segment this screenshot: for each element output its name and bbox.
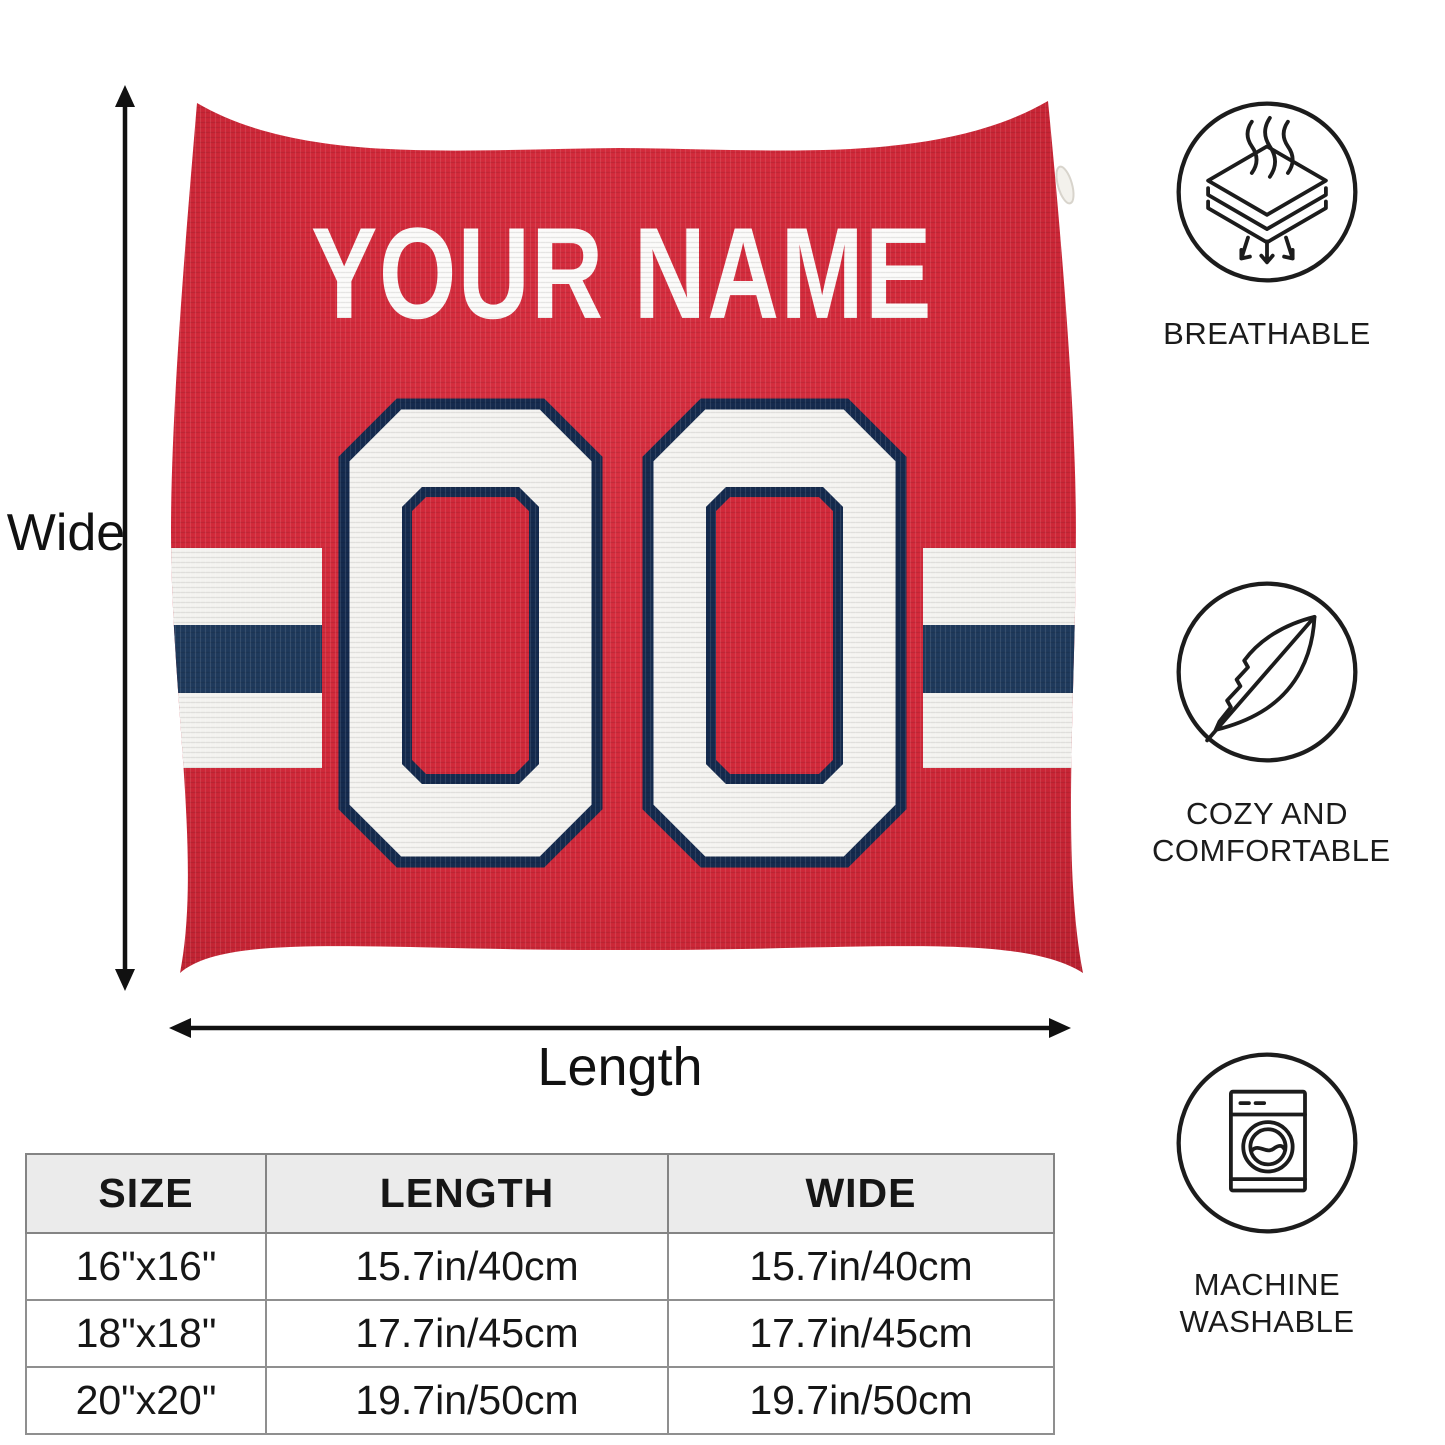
feature-machine-washable: MACHINE WASHABLE	[1152, 1048, 1382, 1340]
cell-wide: 15.7in/40cm	[667, 1232, 1055, 1301]
col-header-wide: WIDE	[667, 1153, 1055, 1234]
wide-dimension-arrow	[115, 85, 135, 991]
table-row: 16"x16" 15.7in/40cm 15.7in/40cm	[25, 1232, 1055, 1301]
cell-wide: 17.7in/45cm	[667, 1299, 1055, 1368]
feather-icon	[1176, 581, 1358, 763]
table-row: 20"x20" 19.7in/50cm 19.7in/50cm	[25, 1366, 1055, 1435]
feature-label-line2: WASHABLE	[1179, 1304, 1355, 1339]
cell-size: 18"x18"	[25, 1299, 267, 1368]
size-chart-header-row: SIZE LENGTH WIDE	[25, 1153, 1055, 1234]
zipper-pull	[1055, 165, 1075, 205]
col-header-size: SIZE	[25, 1153, 267, 1234]
cell-length: 15.7in/40cm	[265, 1232, 669, 1301]
feature-cozy-comfortable: COZY AND COMFORTABLE	[1152, 577, 1390, 869]
cell-size: 20"x20"	[25, 1366, 267, 1435]
feature-breathable: BREATHABLE	[1152, 97, 1382, 352]
cell-length: 19.7in/50cm	[265, 1366, 669, 1435]
length-dimension-arrow	[169, 1018, 1071, 1038]
jersey-number-value: 00	[1090, 85, 1091, 86]
feature-label: BREATHABLE	[1163, 316, 1371, 351]
breathable-layers-icon	[1176, 101, 1358, 283]
wide-dimension-label: Wide	[6, 504, 126, 562]
col-header-length: LENGTH	[265, 1153, 669, 1234]
feature-label-line1: COZY AND	[1186, 796, 1348, 831]
feature-label-line2: COMFORTABLE	[1152, 833, 1391, 868]
cell-size: 16"x16"	[25, 1232, 267, 1301]
cell-length: 17.7in/45cm	[265, 1299, 669, 1368]
fabric-texture	[171, 101, 1083, 973]
length-dimension-label: Length	[537, 1037, 703, 1097]
table-row: 18"x18" 17.7in/45cm 17.7in/45cm	[25, 1299, 1055, 1368]
size-chart-table: SIZE LENGTH WIDE 16"x16" 15.7in/40cm 15.…	[25, 1153, 1055, 1435]
cell-wide: 19.7in/50cm	[667, 1366, 1055, 1435]
washing-machine-icon	[1176, 1052, 1358, 1234]
pillow-product-image: YOUR NAME 00	[158, 85, 1090, 985]
pillow-graphic: YOUR NAME	[171, 101, 1083, 973]
feature-label-line1: MACHINE	[1193, 1267, 1341, 1302]
